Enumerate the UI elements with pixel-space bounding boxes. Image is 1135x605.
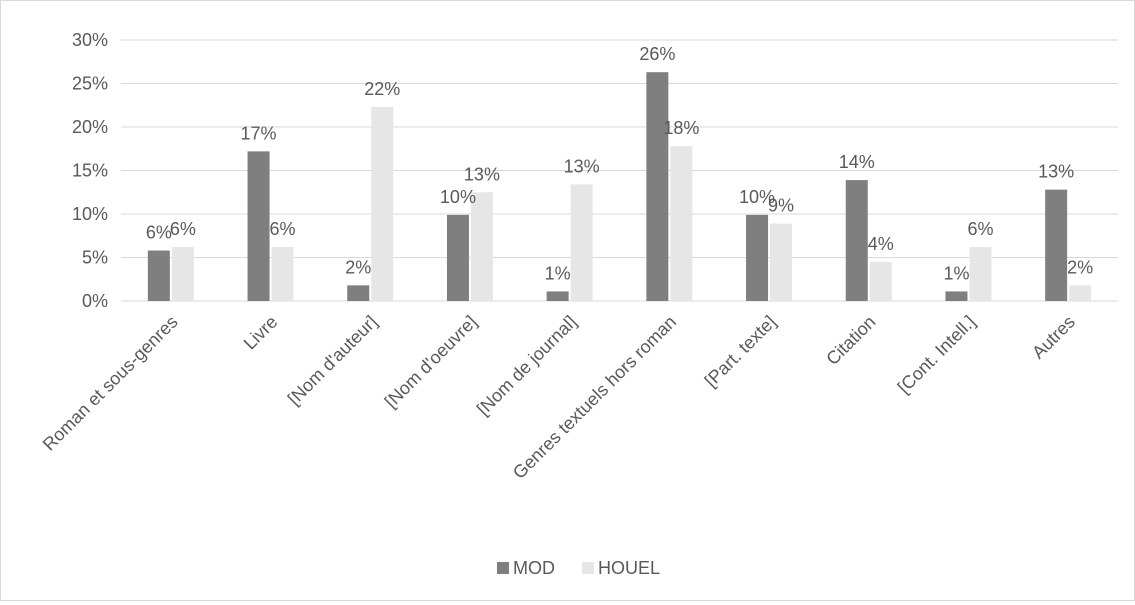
x-tick-label: Livre — [240, 312, 282, 354]
bar-houel — [1069, 285, 1092, 301]
x-tick-label: [Cont. Intell.] — [894, 312, 980, 398]
data-label-houel: 9% — [768, 196, 794, 216]
legend-swatch-mod — [497, 562, 509, 574]
bar-mod — [247, 151, 270, 301]
x-tick-label: Roman et sous-genres — [39, 312, 182, 455]
bar-mod — [446, 214, 469, 301]
bar-mod — [1045, 189, 1068, 301]
bar-mod — [845, 180, 868, 301]
y-tick-label: 15% — [72, 161, 108, 181]
y-axis-tick-labels: 0% 5% 10% 15% 20% 25% 30% — [72, 30, 108, 311]
data-label-mod: 1% — [545, 263, 571, 283]
bar-houel — [371, 106, 394, 302]
x-tick-label: [Part. texte] — [701, 312, 780, 391]
gridlines — [121, 39, 1118, 302]
data-label-mod: 10% — [440, 187, 476, 207]
legend-label-houel: HOUEL — [598, 558, 660, 578]
bar-houel — [271, 247, 294, 301]
x-tick-label: Genres textuels hors roman — [509, 312, 680, 483]
bar-mod — [746, 214, 769, 301]
data-label-houel: 13% — [564, 156, 600, 176]
data-label-houel: 18% — [663, 118, 699, 138]
data-label-houel: 22% — [364, 79, 400, 99]
data-label-mod: 2% — [345, 257, 371, 277]
data-label-mod: 13% — [1038, 162, 1074, 182]
bar-mod — [646, 72, 669, 301]
y-tick-label: 5% — [82, 248, 108, 268]
data-label-mod: 6% — [146, 223, 172, 243]
bar-houel — [969, 247, 992, 301]
data-label-houel: 6% — [967, 219, 993, 239]
y-tick-label: 20% — [72, 117, 108, 137]
data-label-mod: 14% — [839, 152, 875, 172]
bar-houel — [770, 223, 793, 301]
bar-houel — [470, 192, 493, 301]
x-tick-label: [Nom de journal] — [473, 312, 581, 420]
legend-swatch-houel — [582, 562, 594, 574]
data-label-houel: 6% — [170, 219, 196, 239]
legend-label-mod: MOD — [513, 558, 555, 578]
y-tick-label: 30% — [72, 30, 108, 50]
bar-houel — [171, 247, 194, 301]
data-label-houel: 4% — [868, 234, 894, 254]
bar-mod — [147, 250, 170, 301]
bar-houel — [670, 146, 693, 301]
x-tick-label: [Nom d'oeuvre] — [381, 312, 481, 412]
x-tick-label: [Nom d'auteur] — [284, 312, 381, 409]
legend: MOD HOUEL — [497, 558, 660, 578]
data-label-houel: 13% — [464, 164, 500, 184]
x-tick-label: Citation — [822, 312, 879, 369]
y-tick-label: 0% — [82, 291, 108, 311]
bar-houel — [570, 184, 593, 301]
bar-houel — [869, 261, 892, 301]
data-label-mod: 26% — [639, 44, 675, 64]
data-label-mod: 10% — [739, 187, 775, 207]
y-tick-label: 10% — [72, 204, 108, 224]
x-axis-tick-labels: Roman et sous-genres Livre [Nom d'auteur][… — [39, 312, 1079, 483]
data-labels: 6%6%17%6%2%22%10%13%1%13%26%18%10%9%14%4… — [146, 44, 1093, 283]
x-tick-label: Autres — [1028, 312, 1079, 363]
data-label-mod: 17% — [241, 123, 277, 143]
data-label-houel: 6% — [270, 219, 296, 239]
bars — [147, 72, 1092, 302]
bar-mod — [945, 291, 968, 301]
bar-mod — [347, 285, 370, 301]
y-tick-label: 25% — [72, 74, 108, 94]
data-label-houel: 2% — [1067, 257, 1093, 277]
bar-mod — [546, 291, 569, 301]
data-label-mod: 1% — [943, 263, 969, 283]
